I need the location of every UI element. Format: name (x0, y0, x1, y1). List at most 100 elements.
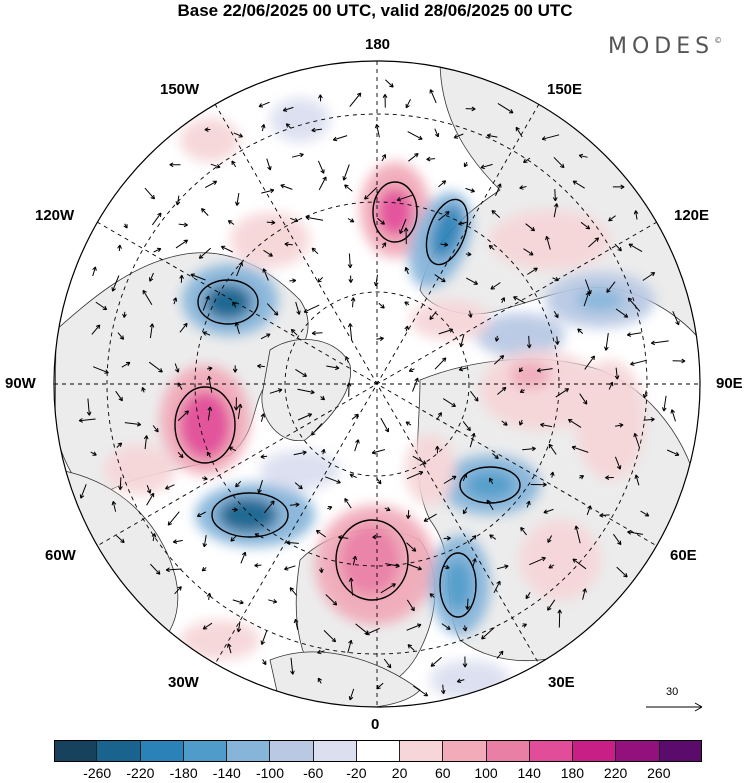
wind-arrow (489, 477, 494, 484)
wind-arrow (615, 308, 629, 318)
wind-arrow (553, 156, 565, 169)
wind-arrow (435, 445, 440, 454)
colorbar-tick-label: 20 (391, 765, 408, 781)
wind-arrow (254, 563, 262, 568)
wind-arrow (513, 296, 526, 304)
wind-arrow (262, 659, 267, 666)
wind-arrow (462, 656, 468, 668)
wind-arrow (325, 594, 338, 606)
wind-arrow (321, 448, 326, 455)
wind-arrow (403, 227, 409, 245)
wind-arrow (523, 248, 534, 256)
wind-arrow (465, 106, 476, 112)
wind-arrow (149, 323, 155, 339)
wind-arrow (526, 335, 532, 349)
wind-arrow (497, 386, 507, 395)
wind-arrow (207, 406, 213, 421)
wind-arrow (486, 499, 494, 511)
colorbar-tick-label: 180 (560, 765, 585, 781)
wind-arrow (491, 210, 501, 218)
wind-arrow (381, 154, 386, 162)
wind-arrow (346, 382, 352, 397)
wind-arrow (320, 395, 326, 401)
colorbar-tick-label: -140 (212, 765, 241, 781)
wind-arrow (574, 525, 581, 544)
wind-arrow (196, 511, 206, 517)
wind-arrow (190, 273, 206, 281)
wind-arrow (201, 567, 207, 572)
wind-arrow (493, 355, 505, 365)
wind-arrow (580, 221, 591, 230)
wind-arrow (583, 291, 591, 307)
wind-arrow (351, 413, 359, 420)
wind-arrow (311, 423, 323, 436)
wind-arrow (92, 366, 109, 374)
wind-arrow (207, 366, 213, 371)
wind-arrow (384, 506, 391, 512)
wind-arrow (261, 188, 275, 194)
wind-arrow (236, 621, 242, 633)
wind-arrow (434, 128, 440, 138)
colorbar-tick-label: -260 (83, 765, 112, 781)
wind-arrow (323, 630, 337, 643)
wind-arrow (525, 592, 531, 600)
wind-arrow (385, 79, 394, 88)
wind-arrow (456, 678, 465, 683)
wind-arrow (174, 363, 180, 373)
wind-arrow (469, 432, 476, 448)
wind-arrow (90, 451, 97, 456)
wind-arrow (293, 618, 299, 630)
wind-arrow (347, 639, 353, 654)
wind-arrow (496, 650, 504, 659)
wind-arrow (79, 484, 87, 499)
wind-arrow (640, 510, 650, 517)
wind-arrow (441, 623, 451, 630)
wind-arrow (318, 567, 324, 574)
wind-arrow (548, 443, 557, 455)
wind-arrow (462, 473, 468, 481)
wind-arrow (527, 267, 538, 275)
colorbar-tick-label: -20 (346, 765, 367, 781)
wind-arrow (151, 533, 157, 542)
wind-arrow (519, 419, 524, 426)
colorbar-tick-label: -220 (126, 765, 155, 781)
wind-arrow (153, 247, 162, 253)
wind-arrow (295, 368, 308, 377)
wind-arrow (124, 421, 142, 427)
wind-arrow (493, 580, 501, 594)
wind-arrow (141, 387, 146, 393)
wind-arrow (406, 623, 422, 631)
wind-arrow (262, 268, 269, 281)
wind-arrow (466, 277, 479, 285)
wind-arrow (545, 235, 551, 250)
wind-arrow (348, 577, 354, 596)
wind-arrow (289, 278, 297, 284)
wind-arrow (406, 599, 415, 612)
wind-arrow (383, 658, 392, 669)
colorbar-swatch (529, 740, 574, 762)
wind-arrow (269, 388, 283, 394)
wind-arrow (605, 475, 614, 480)
wind-arrow (297, 388, 315, 395)
anomaly-field (105, 98, 655, 700)
wind-arrow (172, 297, 178, 305)
colorbar-tick-label: -60 (303, 765, 324, 781)
wind-arrow (254, 533, 264, 539)
colorbar-tick-label: -180 (169, 765, 198, 781)
colorbar-swatch (659, 740, 702, 762)
wind-arrow (232, 507, 238, 512)
wind-arrow (376, 336, 384, 342)
wind-arrow (614, 456, 622, 470)
wind-arrow (204, 180, 218, 189)
wind-arrow (628, 243, 643, 253)
wind-arrow (430, 656, 442, 667)
lon-label-60w: 60W (45, 547, 76, 564)
colorbar (54, 740, 702, 762)
wind-arrow (642, 272, 656, 281)
wind-arrow (407, 131, 423, 140)
lon-label-120w: 120W (35, 207, 75, 224)
colorbar-swatch (443, 740, 487, 762)
wind-arrow (465, 598, 470, 610)
wind-arrow (554, 336, 560, 345)
wind-arrow (540, 422, 552, 428)
